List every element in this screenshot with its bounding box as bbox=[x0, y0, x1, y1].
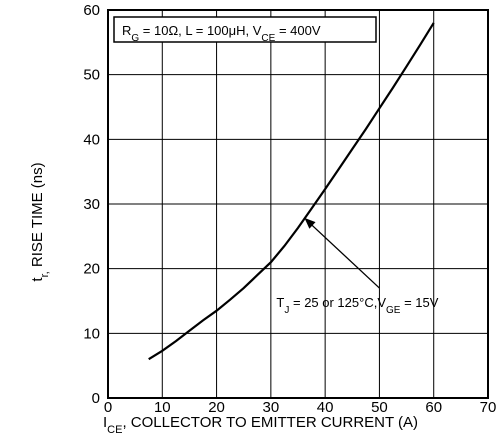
x-axis-label: ICE, COLLECTOR TO EMITTER CURRENT (A) bbox=[103, 414, 418, 436]
y-tick-label: 20 bbox=[83, 261, 100, 278]
y-tick-label: 10 bbox=[83, 325, 100, 342]
plot-frame bbox=[107, 9, 489, 399]
annotation-label: TJ = 25 or 125°C,VGE = 15V bbox=[276, 295, 438, 316]
series-group bbox=[148, 22, 435, 361]
y-tick-label: 0 bbox=[92, 390, 100, 407]
y-tick-labels: 0 10 20 30 40 50 60 bbox=[83, 2, 100, 407]
x-tick-label: 40 bbox=[317, 399, 334, 416]
conditions-text: RG = 10Ω, L = 100μH, VCE = 400V bbox=[122, 23, 321, 44]
x-tick-label: 10 bbox=[154, 399, 171, 416]
x-tick-label: 70 bbox=[480, 399, 497, 416]
y-tick-label: 40 bbox=[83, 131, 100, 148]
y-tick-label: 30 bbox=[83, 196, 100, 213]
y-axis-label: tr, RISE TIME (ns) bbox=[29, 162, 51, 281]
x-tick-labels: 0 10 20 30 40 50 60 70 bbox=[104, 399, 497, 416]
curve-annotation: TJ = 25 or 125°C,VGE = 15V bbox=[276, 217, 439, 316]
series-line bbox=[148, 22, 435, 361]
x-tick-label: 60 bbox=[425, 399, 442, 416]
annotation-arrow-line bbox=[306, 220, 380, 289]
x-tick-label: 30 bbox=[263, 399, 280, 416]
annotation-arrowhead bbox=[304, 217, 316, 229]
y-tick-label: 60 bbox=[83, 2, 100, 19]
x-tick-label: 0 bbox=[104, 399, 112, 416]
y-tick-label: 50 bbox=[83, 67, 100, 84]
conditions-box bbox=[113, 16, 377, 43]
x-tick-label: 20 bbox=[208, 399, 225, 416]
grid-lines bbox=[108, 10, 488, 398]
x-tick-label: 50 bbox=[371, 399, 388, 416]
